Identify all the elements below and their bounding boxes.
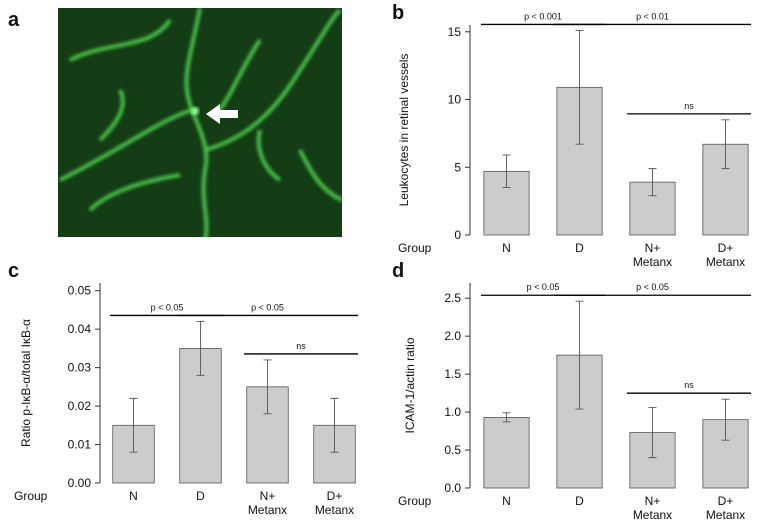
x-tick-label: D+ Metanx bbox=[706, 494, 745, 522]
error-bar bbox=[196, 321, 205, 376]
y-tick-label: 0.5 bbox=[444, 443, 461, 457]
panel-label: c bbox=[8, 260, 19, 282]
significance-label: p < 0.05 bbox=[251, 302, 284, 312]
error-bar bbox=[502, 154, 511, 189]
x-tick-label: N bbox=[502, 241, 511, 255]
y-tick-label: 10 bbox=[448, 93, 462, 107]
y-tick-label: 15 bbox=[448, 25, 462, 39]
error-bar bbox=[721, 119, 730, 170]
significance-label: p < 0.05 bbox=[527, 282, 560, 292]
error-bar bbox=[575, 300, 584, 410]
panel-label: d bbox=[392, 260, 404, 282]
error-bar bbox=[648, 407, 657, 459]
y-tick-label: 2.0 bbox=[444, 329, 461, 343]
panel-label: a bbox=[8, 9, 20, 31]
y-tick-label: 2.5 bbox=[444, 291, 461, 305]
y-tick-label: 1.0 bbox=[444, 405, 461, 419]
y-tick-label: 0.00 bbox=[68, 476, 92, 490]
y-tick-label: 0.02 bbox=[68, 399, 92, 413]
x-axis-label: Group bbox=[398, 494, 432, 508]
x-axis-label: Group bbox=[14, 489, 48, 503]
significance-label: p < 0.01 bbox=[636, 11, 669, 21]
x-tick-label: N+ Metanx bbox=[633, 494, 672, 522]
y-tick-label: 0.04 bbox=[68, 322, 92, 336]
x-tick-label: N+ Metanx bbox=[633, 241, 672, 269]
x-axis-label: Group bbox=[398, 241, 432, 255]
x-tick-label: D bbox=[575, 494, 584, 508]
y-axis-label: ICAM-1/actin ratio bbox=[403, 337, 417, 433]
y-tick-label: 0.05 bbox=[68, 284, 92, 298]
y-tick-label: 0.01 bbox=[68, 438, 92, 452]
significance-label: ns bbox=[684, 380, 694, 390]
error-bar bbox=[330, 397, 339, 453]
significance-label: ns bbox=[684, 101, 694, 111]
y-tick-label: 1.5 bbox=[444, 367, 461, 381]
bar bbox=[313, 424, 356, 484]
significance-label: ns bbox=[296, 341, 306, 351]
y-axis-label: Leukocytes in retinal vessels bbox=[397, 54, 411, 207]
y-axis-label: Ratio p-IκB-α/total IκB-α bbox=[19, 319, 33, 447]
y-tick-label: 5 bbox=[454, 160, 461, 174]
panel-label: b bbox=[392, 2, 404, 24]
y-tick-label: 0.03 bbox=[68, 361, 92, 375]
micrograph bbox=[58, 8, 342, 237]
x-tick-label: D+ Metanx bbox=[706, 241, 745, 269]
y-tick-label: 0.0 bbox=[444, 481, 461, 495]
significance-label: p < 0.05 bbox=[151, 302, 184, 312]
error-bar bbox=[263, 359, 272, 415]
x-tick-label: D bbox=[196, 489, 205, 503]
x-tick-label: D+ Metanx bbox=[315, 489, 354, 517]
x-tick-label: N+ Metanx bbox=[248, 489, 287, 517]
y-tick-label: 0 bbox=[454, 228, 461, 242]
x-tick-label: N bbox=[129, 489, 138, 503]
bar bbox=[483, 416, 530, 489]
error-bar bbox=[129, 397, 138, 453]
significance-label: p < 0.05 bbox=[636, 282, 669, 292]
x-tick-label: N bbox=[502, 494, 511, 508]
x-tick-label: D bbox=[575, 241, 584, 255]
error-bar bbox=[502, 412, 511, 423]
error-bar bbox=[648, 168, 657, 197]
error-bar bbox=[575, 29, 584, 145]
error-bar bbox=[721, 398, 730, 441]
significance-label: p < 0.001 bbox=[524, 11, 562, 21]
